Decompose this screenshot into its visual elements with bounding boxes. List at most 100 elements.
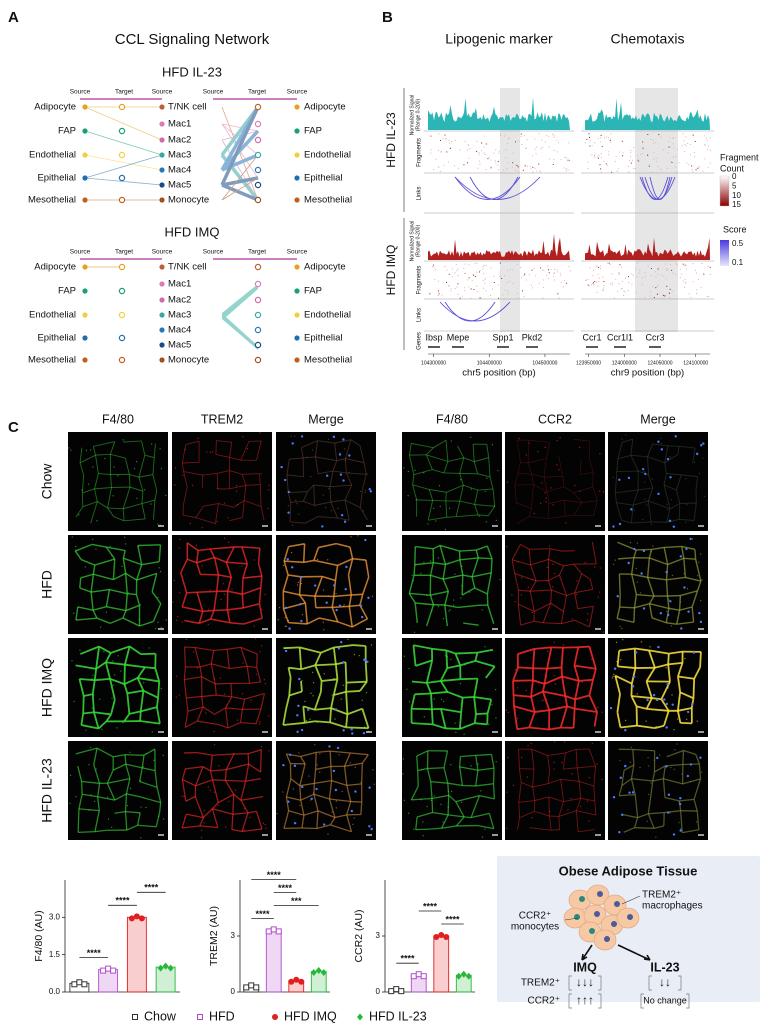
speckle bbox=[292, 788, 294, 790]
nucleus bbox=[686, 774, 690, 778]
gene-label: Ibsp bbox=[425, 332, 442, 342]
membrane bbox=[201, 696, 204, 708]
membrane bbox=[651, 617, 667, 624]
membrane bbox=[240, 721, 257, 725]
fragment bbox=[700, 287, 702, 289]
pointer bbox=[621, 895, 641, 905]
membrane bbox=[361, 754, 369, 764]
membrane bbox=[302, 706, 306, 723]
speckle bbox=[444, 691, 446, 693]
membrane bbox=[343, 766, 348, 786]
membrane bbox=[142, 767, 156, 772]
speckle bbox=[553, 674, 555, 677]
target-node bbox=[254, 296, 262, 304]
membrane bbox=[96, 617, 111, 625]
fragment bbox=[623, 290, 625, 292]
membrane bbox=[550, 548, 562, 552]
fragment bbox=[435, 158, 437, 160]
speckle bbox=[324, 506, 327, 509]
edge bbox=[220, 106, 260, 186]
speckle bbox=[136, 461, 138, 463]
membrane bbox=[516, 502, 532, 509]
speckle bbox=[647, 757, 649, 759]
membrane bbox=[573, 699, 577, 709]
membrane bbox=[345, 714, 349, 728]
membrane bbox=[75, 543, 93, 552]
membrane bbox=[558, 816, 560, 830]
nucleus bbox=[340, 641, 343, 644]
micrograph bbox=[402, 535, 502, 634]
speckle bbox=[349, 762, 351, 764]
membrane bbox=[225, 707, 243, 711]
fragment bbox=[627, 289, 629, 291]
membrane bbox=[92, 606, 107, 611]
membrane bbox=[109, 678, 116, 700]
nucleus bbox=[678, 802, 682, 806]
fragment bbox=[432, 264, 434, 266]
fragment bbox=[516, 165, 518, 167]
membrane bbox=[593, 785, 596, 801]
membrane bbox=[184, 711, 189, 728]
fragment bbox=[568, 142, 570, 144]
signal-track bbox=[428, 97, 570, 130]
membrane bbox=[213, 557, 220, 576]
membrane bbox=[546, 647, 553, 669]
speckle bbox=[264, 824, 266, 826]
membrane bbox=[654, 765, 666, 773]
membrane bbox=[582, 500, 598, 503]
speckle bbox=[112, 684, 114, 686]
membrane bbox=[92, 543, 107, 548]
speckle bbox=[333, 677, 335, 680]
fragment bbox=[437, 149, 439, 151]
arrow bbox=[617, 944, 651, 961]
membrane bbox=[126, 793, 141, 798]
speckle bbox=[314, 744, 316, 746]
effect-bracket bbox=[648, 975, 682, 991]
speckle bbox=[312, 695, 314, 697]
speckle bbox=[443, 700, 445, 703]
fragment bbox=[556, 269, 558, 271]
fragment bbox=[499, 262, 501, 264]
membrane bbox=[194, 646, 214, 651]
speckle bbox=[158, 815, 160, 817]
source-node bbox=[82, 197, 88, 203]
gene-label: Mepe bbox=[447, 332, 470, 342]
membrane bbox=[667, 664, 671, 682]
fragment bbox=[532, 171, 534, 173]
membrane bbox=[693, 502, 697, 521]
fragment bbox=[516, 264, 518, 266]
fragment bbox=[558, 297, 560, 299]
fragment bbox=[589, 136, 591, 138]
fragment bbox=[526, 165, 528, 167]
nucleus bbox=[321, 525, 324, 528]
membrane bbox=[649, 780, 654, 799]
membrane bbox=[137, 544, 161, 547]
speckle bbox=[636, 542, 638, 544]
fragment bbox=[515, 164, 517, 166]
fragment bbox=[597, 273, 599, 275]
membrane bbox=[306, 617, 320, 625]
speckle bbox=[103, 650, 105, 653]
cell-label: Mac1 bbox=[168, 279, 191, 290]
fragment bbox=[652, 139, 654, 141]
speckle bbox=[643, 471, 645, 473]
membrane bbox=[580, 798, 595, 802]
membrane bbox=[202, 706, 215, 715]
speckle bbox=[179, 592, 181, 594]
speckle bbox=[227, 517, 229, 519]
speckle bbox=[615, 641, 618, 643]
fragment bbox=[617, 290, 619, 292]
fragment bbox=[430, 135, 432, 137]
y-axis-label: CCR2 (AU) bbox=[353, 909, 365, 962]
speckle bbox=[246, 448, 248, 450]
speckle bbox=[360, 781, 362, 784]
edge bbox=[221, 176, 259, 187]
membrane bbox=[682, 750, 685, 765]
membrane bbox=[124, 754, 127, 765]
membrane bbox=[216, 574, 220, 592]
nucleus bbox=[660, 448, 664, 451]
membrane bbox=[211, 808, 219, 828]
membrane bbox=[543, 477, 548, 492]
replicate-point bbox=[455, 972, 462, 980]
membrane bbox=[530, 690, 544, 698]
